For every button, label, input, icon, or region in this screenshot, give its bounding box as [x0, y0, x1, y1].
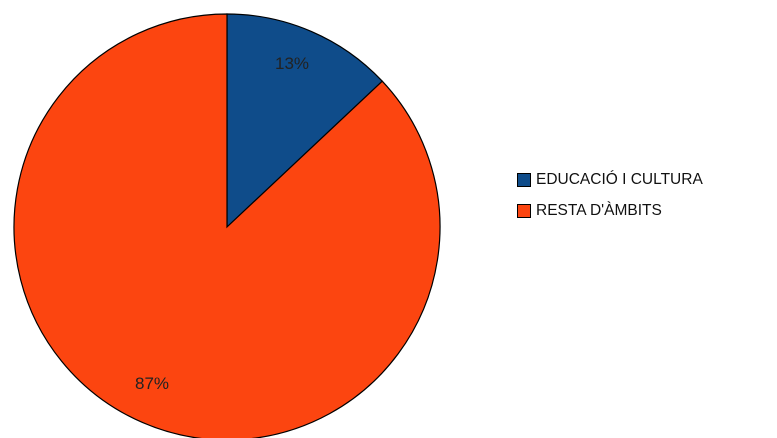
legend-label-resta-d-ambits: RESTA D'ÀMBITS — [536, 202, 662, 219]
legend-item-educacio-i-cultura: EDUCACIÓ I CULTURA — [517, 170, 777, 190]
legend-item-resta-d-ambits: RESTA D'ÀMBITS — [517, 201, 777, 221]
legend-swatch-educacio-i-cultura — [517, 173, 531, 187]
legend-label-educacio-i-cultura: EDUCACIÓ I CULTURA — [536, 171, 703, 188]
legend: EDUCACIÓ I CULTURA RESTA D'ÀMBITS — [517, 170, 777, 232]
pie-slice-educacio-i-cultura — [226, 13, 384, 229]
legend-swatch-resta-d-ambits — [517, 204, 531, 218]
data-label-resta-d-ambits: 87% — [135, 374, 169, 393]
pie-slice-resta-d-ambits — [13, 13, 441, 438]
pie-slices — [13, 13, 441, 438]
data-label-educacio-i-cultura: 13% — [275, 54, 309, 73]
pie-data-labels: 13% 87% — [135, 54, 309, 393]
